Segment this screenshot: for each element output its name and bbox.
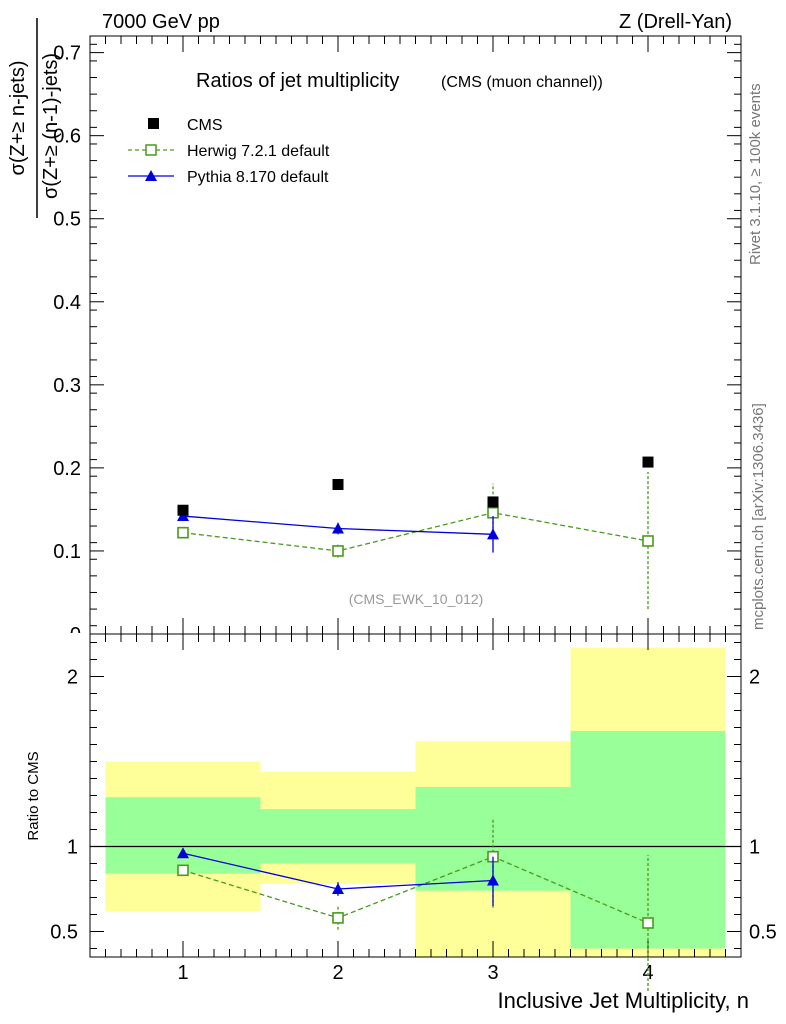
rivet-label: Rivet 3.1.10, ≥ 100k events — [747, 83, 764, 265]
herwig-ratio-point — [177, 864, 189, 877]
pythia-ratio-point — [332, 883, 344, 894]
energy-label: 7000 GeV pp — [102, 11, 220, 33]
main-ylabel-denominator: σ(Z+≥ (n-1)-jets) — [40, 53, 62, 199]
legend-pythia-label: Pythia 8.170 default — [187, 169, 329, 186]
uncertainty-band-green — [260, 809, 416, 864]
ratio-ytick-label: 1 — [67, 837, 78, 859]
pythia-point — [332, 522, 344, 534]
ratio-ytick-label-right: 1 — [749, 837, 760, 859]
pythia-ratio-point — [177, 847, 189, 859]
uncertainty-band-green — [105, 797, 261, 874]
ratio-xtick-label: 3 — [487, 962, 498, 984]
legend-herwig-marker — [145, 144, 157, 156]
mcplots-label: mcplots.cern.ch [arXiv:1306.3436] — [750, 403, 767, 630]
ratio-panel: 1 2 3 40.5 0.51 12 2 — [50, 633, 777, 991]
herwig-point — [332, 545, 344, 557]
process-label: Z (Drell-Yan) — [619, 11, 732, 33]
main-ytick-label: 0.7 — [53, 43, 81, 65]
main-ytick-label: 0 — [70, 624, 81, 646]
ratio-ytick-label-right: 2 — [749, 667, 760, 689]
uncertainty-band-green — [570, 730, 726, 949]
main-ytick-label: 0.2 — [53, 458, 81, 480]
main-ytick-label: 0.5 — [53, 209, 81, 231]
ratio-ytick-label: 0.5 — [50, 922, 78, 944]
cms-point — [332, 479, 344, 490]
main-ytick-label: 0.3 — [53, 375, 81, 397]
analysis-watermark: (CMS_EWK_10_012) — [349, 591, 484, 607]
ratio-xtick-label: 1 — [177, 962, 188, 984]
pythia-point — [487, 528, 499, 540]
chart-subtitle: (CMS (muon channel)) — [441, 74, 603, 91]
ratio-xtick-label: 2 — [332, 962, 343, 984]
legend-cms-label: CMS — [187, 117, 223, 134]
legend-cms-marker — [148, 118, 159, 129]
ratio-ylabel: Ratio to CMS — [25, 751, 42, 840]
legend-pythia-marker — [145, 170, 157, 181]
cms-point — [177, 504, 189, 516]
herwig-ratio-line — [182, 855, 649, 924]
main-panel: 0.1 0.2 0.3 0.4 0.5 0.6 0.7 0 — [53, 35, 742, 646]
x-axis-label: Inclusive Jet Multiplicity, n — [498, 988, 749, 1013]
legend: CMS Herwig 7.2.1 default Pythia 8.170 de… — [128, 117, 330, 186]
herwig-ratio-point — [642, 917, 654, 929]
ratio-ytick-label: 2 — [67, 667, 78, 689]
main-ytick-label: 0.4 — [53, 292, 81, 314]
main-ytick-label: 0.1 — [53, 541, 81, 563]
herwig-ratio-point — [332, 912, 344, 924]
pythia-ratio-point — [487, 874, 499, 886]
herwig-point — [642, 535, 654, 547]
main-ylabel-numerator: σ(Z+≥ n-jets) — [7, 61, 29, 176]
cms-point — [642, 456, 654, 468]
chart-title: Ratios of jet multiplicity — [196, 70, 399, 92]
herwig-point — [177, 526, 189, 539]
legend-herwig-label: Herwig 7.2.1 default — [187, 143, 330, 160]
ratio-ytick-label-right: 0.5 — [749, 922, 777, 944]
main-ytick-label: 0.6 — [53, 126, 81, 148]
cms-point — [487, 496, 499, 508]
